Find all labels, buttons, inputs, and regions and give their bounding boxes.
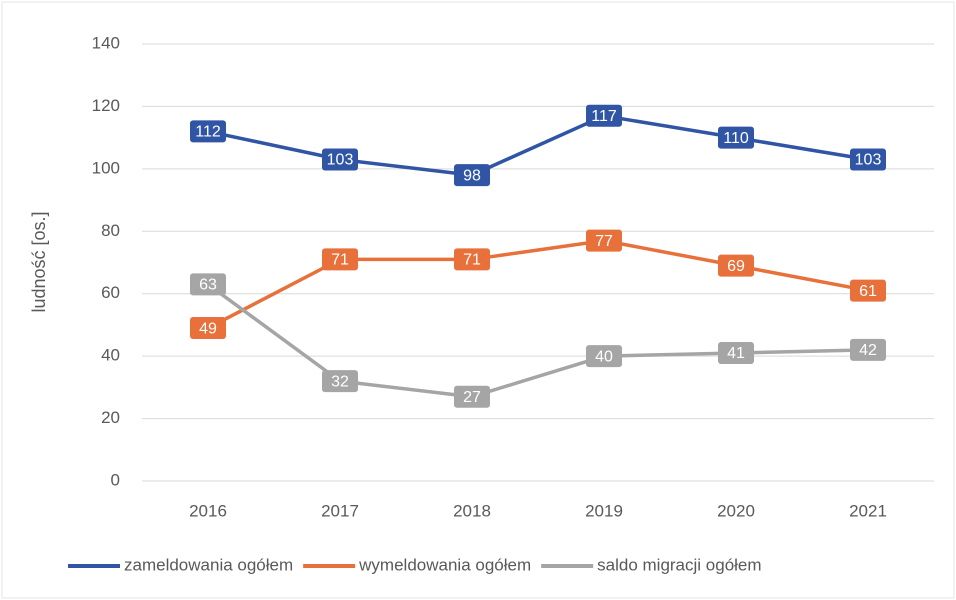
data-label: 103 [855,152,882,169]
x-tick-label: 2018 [453,501,491,520]
data-label-box [190,317,226,340]
data-label-box [322,370,358,393]
data-label-box [850,279,886,302]
y-tick-label: 140 [92,33,120,52]
data-label-box [850,148,886,171]
data-label: 42 [859,342,877,359]
x-tick-label: 2017 [321,501,359,520]
data-label: 117 [591,108,617,125]
x-tick-label: 2016 [189,501,227,520]
data-label: 110 [723,130,749,147]
data-label: 41 [727,345,745,362]
data-label-box [850,338,886,361]
data-label: 98 [463,167,481,184]
data-label: 103 [327,152,354,169]
data-label-box [190,120,226,143]
data-label: 32 [331,373,349,390]
y-tick-label: 60 [101,283,120,302]
series-line [206,282,869,399]
legend-label: wymeldowania ogółem [358,555,531,574]
data-label-box [586,104,622,127]
y-tick-label: 100 [92,158,120,177]
data-label-box [454,385,490,408]
data-label: 63 [199,277,217,294]
data-label: 27 [463,389,481,406]
data-label-box [718,126,754,149]
legend-label: zameldowania ogółem [124,555,293,574]
y-tick-label: 0 [111,470,120,489]
data-label: 71 [463,252,481,269]
data-label-box [454,164,490,187]
x-tick-label: 2021 [849,501,887,520]
y-tick-label: 120 [92,96,120,115]
y-tick-label: 20 [101,408,120,427]
data-label: 71 [331,252,349,269]
data-label-box [322,148,358,171]
y-axis-label: ludność [os.] [29,211,49,312]
y-tick-label: 40 [101,346,120,365]
data-label-box [454,248,490,271]
data-label: 49 [199,320,217,337]
data-label: 77 [595,233,613,250]
data-label: 61 [859,283,877,300]
series-line [207,114,869,177]
legend-label: saldo migracji ogółem [597,555,761,574]
data-label-box [586,229,622,252]
series-line [207,238,869,330]
data-label: 69 [727,258,745,275]
data-label-box [586,345,622,368]
y-tick-label: 80 [101,221,120,240]
data-label: 40 [595,348,613,365]
x-tick-label: 2019 [585,501,623,520]
data-label-box [718,342,754,365]
data-label-box [322,248,358,271]
x-tick-label: 2020 [717,501,755,520]
data-label-box [718,254,754,277]
data-label-box [190,273,226,296]
data-label: 112 [195,124,221,141]
